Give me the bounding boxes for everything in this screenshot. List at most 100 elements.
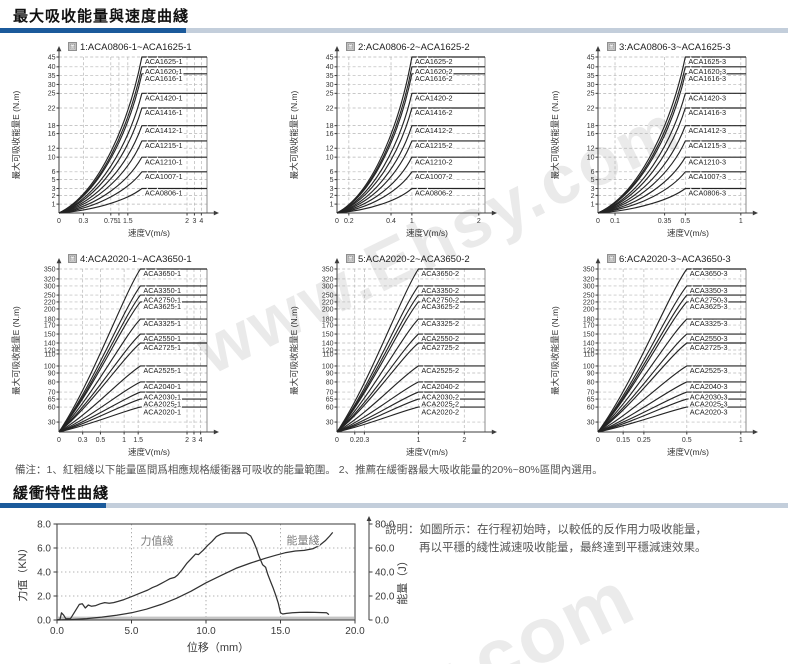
series-label: ACA3325-3 xyxy=(690,319,728,328)
series-label: ACA2030-1 xyxy=(143,392,181,401)
series-label: ACA2550-1 xyxy=(143,334,181,343)
series-curve xyxy=(336,125,485,214)
series-label: ACA3350-1 xyxy=(143,286,181,295)
svg-text:320: 320 xyxy=(44,276,56,283)
series-label: ACA1416-1 xyxy=(145,108,183,117)
svg-text:圖: 圖 xyxy=(69,43,76,51)
series-label: ACA3650-3 xyxy=(690,269,728,278)
svg-text:0.35: 0.35 xyxy=(658,218,672,225)
svg-text:16: 16 xyxy=(48,131,56,138)
series-curve xyxy=(58,73,207,214)
series-curve xyxy=(597,406,746,433)
series-curve xyxy=(58,365,207,433)
svg-text:45: 45 xyxy=(587,54,595,61)
svg-text:5: 5 xyxy=(52,177,56,184)
svg-text:90: 90 xyxy=(587,370,595,377)
energy-chart-5: 350 320 300 250 220 200 180 170 150 140 120 110 100 9… xyxy=(286,246,542,469)
series-curve xyxy=(56,532,330,621)
svg-text:30: 30 xyxy=(326,82,334,89)
series-label: ACA1412-1 xyxy=(145,126,183,135)
svg-text:0: 0 xyxy=(596,437,600,444)
note-text: 備注：1、紅粗綫以下能量區間爲相應规格緩衝器可吸收的能量範圍。 2、推薦在緩衝器… xyxy=(15,464,603,476)
series-label: ACA2525-1 xyxy=(143,366,181,375)
series-curve xyxy=(336,406,485,433)
svg-text:15.0: 15.0 xyxy=(271,626,291,637)
explanation-text: 說明：如圖所示：在行程初始時，以較低的反作用力吸收能量， 再以平穩的綫性減速吸收… xyxy=(385,521,707,557)
series-curve xyxy=(58,301,207,433)
svg-text:6: 6 xyxy=(330,169,334,176)
svg-text:0.15: 0.15 xyxy=(616,437,630,444)
svg-text:2:ACA0806-2~ACA1625-2: 2:ACA0806-2~ACA1625-2 xyxy=(358,42,470,53)
svg-text:1: 1 xyxy=(117,218,121,225)
svg-text:1.5: 1.5 xyxy=(133,437,143,444)
svg-text:110: 110 xyxy=(583,351,594,358)
series-curve xyxy=(58,171,207,214)
series-curve xyxy=(336,107,485,214)
svg-text:1: 1 xyxy=(122,437,126,444)
series-curve xyxy=(597,125,746,214)
heading-underline-accent xyxy=(0,28,186,33)
energy-chart-6: 350 320 300 250 220 200 180 170 150 140 120 110 100 9… xyxy=(547,246,790,469)
series-label: ACA1616-3 xyxy=(688,74,726,83)
svg-text:速度V(m/s): 速度V(m/s) xyxy=(128,447,170,457)
series-label: ACA3625-3 xyxy=(690,302,728,311)
series-label: ACA2025-2 xyxy=(421,399,459,408)
series-label: ACA2030-3 xyxy=(690,392,728,401)
energy-chart-4: 350 320 300 250 220 200 180 170 150 140 120 110 100 9… xyxy=(8,246,264,469)
energy-chart-4-svg: 3503203002502202001801701501401201101009… xyxy=(11,254,219,457)
series-label: ACA3325-1 xyxy=(143,319,181,328)
series-label: ACA3350-2 xyxy=(421,286,459,295)
svg-text:6: 6 xyxy=(591,169,595,176)
series-label: ACA3625-2 xyxy=(421,302,459,311)
svg-text:0.5: 0.5 xyxy=(96,437,106,444)
series-curve xyxy=(58,342,207,433)
series-label: ACA2020-2 xyxy=(421,407,459,416)
series-curve xyxy=(597,391,746,433)
series-curve xyxy=(336,318,485,433)
series-label: ACA3650-2 xyxy=(421,269,459,278)
series-label: ACA1416-3 xyxy=(688,108,726,117)
svg-text:1: 1 xyxy=(416,437,420,444)
series-label: ACA1420-3 xyxy=(688,94,726,103)
svg-text:150: 150 xyxy=(583,331,595,338)
svg-text:圖: 圖 xyxy=(608,255,615,263)
svg-text:350: 350 xyxy=(322,266,334,273)
series-curve xyxy=(597,333,746,433)
svg-text:80: 80 xyxy=(326,379,334,386)
svg-text:300: 300 xyxy=(583,283,595,290)
series-curve xyxy=(336,187,485,214)
svg-text:1: 1 xyxy=(739,437,743,444)
svg-text:2: 2 xyxy=(52,193,56,200)
svg-text:80: 80 xyxy=(587,379,595,386)
series-curve xyxy=(597,268,746,433)
svg-text:250: 250 xyxy=(583,292,595,299)
series-label: ACA0806-1 xyxy=(145,189,183,198)
series-curve xyxy=(336,333,485,433)
svg-text:1:ACA0806-1~ACA1625-1: 1:ACA0806-1~ACA1625-1 xyxy=(80,42,192,53)
svg-text:60: 60 xyxy=(48,404,56,411)
svg-text:20.0: 20.0 xyxy=(345,626,365,637)
series-curve xyxy=(58,140,207,214)
heading-underline xyxy=(0,28,788,33)
buffer-chart: 0.0 2.0 4.0 6.0 8.0 0.0 5.0 10.0 15.0 20.0 0.0 20.0… xyxy=(16,513,418,664)
svg-text:45: 45 xyxy=(326,54,334,61)
svg-text:速度V(m/s): 速度V(m/s) xyxy=(667,447,709,457)
svg-text:200: 200 xyxy=(322,306,334,313)
svg-text:250: 250 xyxy=(322,292,334,299)
series-curve xyxy=(58,125,207,214)
series-curve xyxy=(597,381,746,433)
svg-text:70: 70 xyxy=(587,389,595,396)
svg-text:12: 12 xyxy=(48,146,56,153)
heading-underline-accent xyxy=(0,503,106,508)
series-label: ACA1007-2 xyxy=(415,172,453,181)
svg-text:60.0: 60.0 xyxy=(375,544,395,555)
svg-text:10: 10 xyxy=(326,155,334,162)
svg-text:圖: 圖 xyxy=(347,43,354,51)
svg-text:100: 100 xyxy=(322,363,334,370)
svg-text:5: 5 xyxy=(591,177,595,184)
svg-text:200: 200 xyxy=(44,306,56,313)
svg-text:45: 45 xyxy=(48,54,56,61)
series-label: ACA1007-1 xyxy=(145,172,183,181)
svg-text:180: 180 xyxy=(583,316,595,323)
svg-text:2: 2 xyxy=(591,193,595,200)
